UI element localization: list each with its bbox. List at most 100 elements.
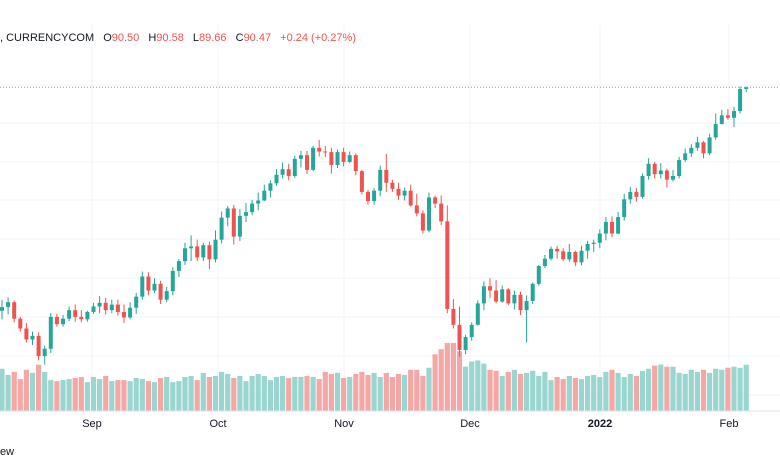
volume-bar: [249, 375, 255, 411]
volume-bar: [719, 369, 725, 411]
volume-bar: [84, 382, 90, 411]
candle: [170, 267, 175, 296]
volume-bar: [572, 378, 578, 411]
volume-bar: [432, 354, 438, 411]
candle: [103, 297, 108, 315]
candle: [347, 151, 352, 164]
candle: [219, 211, 224, 244]
volume-bar: [652, 365, 658, 411]
candle-body: [250, 203, 255, 213]
volume-bar: [725, 367, 731, 411]
volume-bar: [713, 368, 719, 411]
candle-body: [683, 153, 688, 161]
candle: [427, 192, 431, 233]
low-key: L: [192, 32, 200, 44]
volume-bar: [359, 371, 365, 411]
candle-body: [30, 335, 35, 340]
candle: [701, 141, 706, 159]
candle: [372, 188, 377, 205]
volume-bar: [627, 373, 633, 411]
candle-body: [54, 316, 59, 325]
candle-body: [61, 318, 65, 325]
candle-body: [585, 243, 590, 251]
candle-body: [176, 261, 181, 271]
candle-body: [359, 171, 364, 192]
volume-bar: [560, 379, 566, 411]
candle-body: [744, 87, 749, 90]
volume-bar: [267, 380, 273, 411]
candle: [530, 282, 535, 305]
candle: [475, 300, 480, 326]
volume-bar: [103, 375, 109, 411]
candle-body: [634, 191, 639, 197]
volume-bar: [481, 363, 487, 411]
candle-body: [494, 290, 499, 302]
candle: [622, 193, 627, 221]
volume-bar: [487, 369, 493, 411]
volume-bar: [578, 379, 585, 411]
volume-bar: [615, 372, 621, 411]
volume-bar: [261, 375, 267, 411]
volume-bar: [200, 372, 206, 411]
candle: [152, 278, 157, 293]
candle-body: [384, 169, 389, 183]
candle: [561, 248, 566, 262]
volume-bar: [292, 377, 298, 411]
candle: [408, 184, 413, 207]
candle: [237, 209, 242, 241]
volume-bar: [322, 371, 328, 411]
volume-bar: [536, 375, 542, 411]
candle: [329, 147, 334, 174]
candle: [610, 216, 614, 238]
volume-bar: [566, 375, 572, 411]
candle-body: [24, 328, 29, 340]
volume-bar: [664, 366, 670, 411]
candle: [518, 291, 523, 316]
volume-bar: [127, 381, 133, 411]
candle: [744, 86, 749, 93]
candle: [231, 204, 236, 245]
candle-body: [158, 283, 163, 300]
candle: [494, 280, 499, 304]
candle: [603, 217, 608, 241]
candle: [579, 245, 584, 266]
candle: [274, 169, 279, 186]
candle: [628, 187, 633, 204]
volume-bar: [121, 380, 127, 411]
volume-bar: [639, 370, 646, 411]
candle: [719, 109, 724, 125]
candle: [445, 205, 450, 314]
candle: [463, 334, 468, 355]
candle-body: [317, 147, 322, 152]
candle: [646, 158, 651, 180]
candle: [677, 157, 682, 179]
candle: [341, 147, 346, 167]
candle: [732, 106, 736, 127]
volume-bar: [164, 377, 170, 411]
volume-bar: [426, 367, 432, 411]
candle: [689, 144, 694, 158]
volume-bar: [597, 377, 603, 411]
candle: [305, 150, 309, 175]
candle-body: [305, 155, 309, 170]
volume-bar: [151, 382, 158, 411]
volume-bar: [304, 375, 310, 411]
x-tick-label: 2022: [588, 418, 612, 430]
volume-bar: [450, 343, 456, 411]
volume-bar: [176, 381, 182, 411]
candle-body: [408, 190, 413, 206]
volume-bar: [670, 366, 676, 411]
volume-bar: [371, 372, 377, 411]
candle: [85, 310, 90, 322]
candle: [183, 242, 187, 265]
candle: [658, 163, 663, 179]
candle: [591, 239, 596, 252]
candle-body: [427, 197, 431, 231]
candle-body: [628, 191, 633, 200]
candle-body: [237, 215, 242, 237]
candle: [451, 299, 456, 329]
candle: [146, 272, 151, 296]
candle: [353, 153, 358, 176]
candle-body: [262, 190, 267, 201]
